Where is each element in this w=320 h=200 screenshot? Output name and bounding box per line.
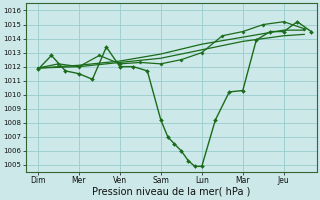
X-axis label: Pression niveau de la mer( hPa ): Pression niveau de la mer( hPa )	[92, 187, 250, 197]
